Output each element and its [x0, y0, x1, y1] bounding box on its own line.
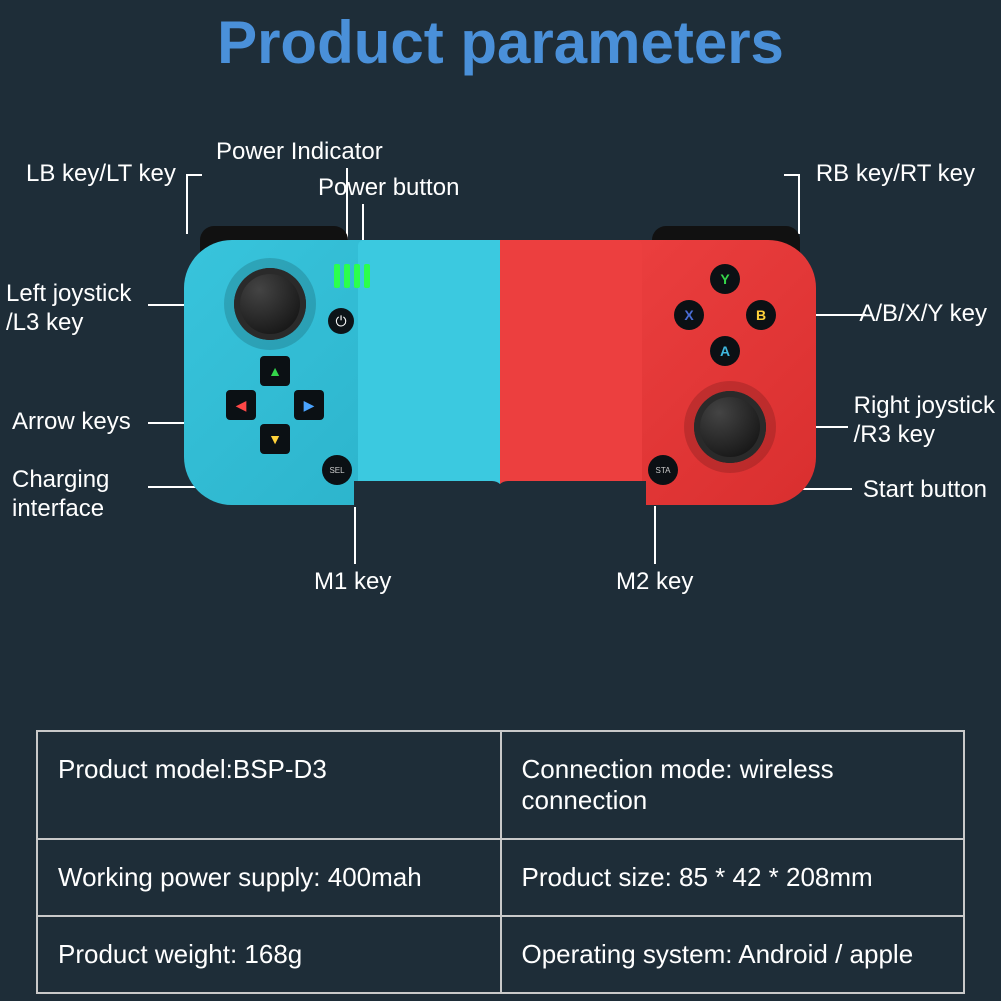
label-arrow-keys: Arrow keys — [12, 408, 131, 437]
leader-line — [186, 174, 188, 234]
controller-bridge — [358, 240, 642, 505]
dpad-down-icon: ▼ — [260, 424, 290, 454]
controller-body: ⏻ ▲ ▼ ◀ ▶ SEL STA Y A X B — [184, 240, 816, 505]
notch — [354, 481, 504, 507]
y-button: Y — [710, 264, 740, 294]
spec-cell: Product model:BSP-D3 — [38, 732, 500, 838]
label-power-indicator: Power Indicator — [216, 138, 383, 167]
label-right-joystick: Right joystick /R3 key — [854, 392, 995, 450]
leader-line — [354, 506, 356, 564]
page-title: Product parameters — [0, 0, 1001, 77]
abxy-cluster: Y A X B — [674, 264, 776, 366]
sel-button: SEL — [322, 455, 352, 485]
spec-table: Product model:BSP-D3 Connection mode: wi… — [36, 730, 965, 994]
a-button: A — [710, 336, 740, 366]
label-power-button: Power button — [318, 174, 459, 203]
leader-line — [798, 174, 800, 234]
label-m1: M1 key — [314, 568, 391, 597]
dpad-right-icon: ▶ — [294, 390, 324, 420]
dpad-up-icon: ▲ — [260, 356, 290, 386]
controller-diagram: LB key/LT key Power Indicator Power butt… — [0, 130, 1001, 680]
b-button: B — [746, 300, 776, 330]
leader-line — [654, 506, 656, 564]
leader-line — [784, 174, 800, 176]
label-lb: LB key/LT key — [26, 160, 176, 189]
label-m2: M2 key — [616, 568, 693, 597]
spec-cell: Connection mode: wireless connection — [500, 732, 964, 838]
spec-cell: Working power supply: 400mah — [38, 840, 500, 915]
dpad: ▲ ▼ ◀ ▶ — [226, 356, 324, 454]
table-row: Product model:BSP-D3 Connection mode: wi… — [38, 732, 963, 838]
spec-cell: Product weight: 168g — [38, 917, 500, 992]
spec-cell: Operating system: Android / apple — [500, 917, 964, 992]
label-abxy: A/B/X/Y key — [859, 300, 987, 329]
right-joystick — [694, 391, 766, 463]
leader-line — [186, 174, 202, 176]
label-rb: RB key/RT key — [816, 160, 975, 189]
notch — [496, 481, 646, 507]
left-joystick — [234, 268, 306, 340]
power-button-icon: ⏻ — [328, 308, 354, 334]
x-button: X — [674, 300, 704, 330]
label-charging: Charging interface — [12, 466, 109, 524]
label-start: Start button — [863, 476, 987, 505]
table-row: Working power supply: 400mah Product siz… — [38, 838, 963, 915]
spec-cell: Product size: 85 * 42 * 208mm — [500, 840, 964, 915]
dpad-left-icon: ◀ — [226, 390, 256, 420]
label-left-joystick: Left joystick /L3 key — [6, 280, 131, 338]
power-indicator-leds — [334, 264, 370, 288]
table-row: Product weight: 168g Operating system: A… — [38, 915, 963, 992]
sta-button: STA — [648, 455, 678, 485]
